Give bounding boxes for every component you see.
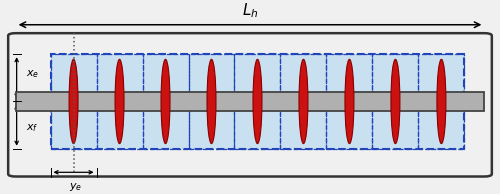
Bar bbox=[372, 54, 418, 149]
Bar bbox=[16, 92, 484, 111]
Ellipse shape bbox=[299, 59, 308, 144]
Text: $x_f$: $x_f$ bbox=[26, 123, 38, 134]
Bar bbox=[142, 54, 188, 149]
Ellipse shape bbox=[161, 59, 170, 144]
Bar bbox=[188, 54, 234, 149]
Ellipse shape bbox=[115, 59, 124, 144]
Bar bbox=[50, 54, 96, 149]
Bar bbox=[96, 54, 142, 149]
Text: $x_e$: $x_e$ bbox=[26, 69, 39, 80]
Ellipse shape bbox=[207, 59, 216, 144]
Ellipse shape bbox=[345, 59, 354, 144]
Bar bbox=[280, 54, 326, 149]
Bar bbox=[326, 54, 372, 149]
Ellipse shape bbox=[391, 59, 400, 144]
Text: $y_e$: $y_e$ bbox=[70, 181, 82, 193]
Bar bbox=[50, 54, 465, 149]
Ellipse shape bbox=[437, 59, 446, 144]
Bar bbox=[418, 54, 465, 149]
FancyBboxPatch shape bbox=[8, 33, 492, 177]
Bar bbox=[234, 54, 281, 149]
Ellipse shape bbox=[69, 59, 78, 144]
Text: $L_h$: $L_h$ bbox=[242, 1, 258, 20]
Ellipse shape bbox=[253, 59, 262, 144]
